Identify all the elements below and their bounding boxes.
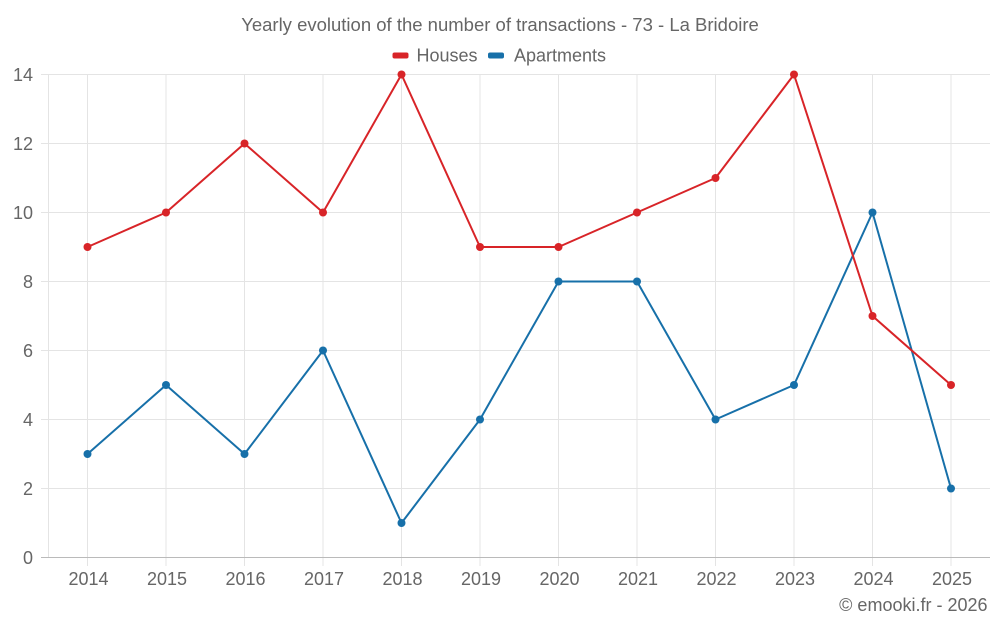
svg-text:2020: 2020 <box>539 569 579 589</box>
svg-text:2022: 2022 <box>696 569 736 589</box>
svg-text:2: 2 <box>23 479 33 499</box>
svg-text:2014: 2014 <box>68 569 108 589</box>
svg-text:2021: 2021 <box>618 569 658 589</box>
svg-text:2019: 2019 <box>461 569 501 589</box>
svg-text:Yearly evolution of the number: Yearly evolution of the number of transa… <box>241 14 759 35</box>
svg-text:12: 12 <box>13 134 33 154</box>
svg-text:2018: 2018 <box>382 569 422 589</box>
svg-text:2016: 2016 <box>225 569 265 589</box>
svg-text:10: 10 <box>13 203 33 223</box>
svg-text:0: 0 <box>23 548 33 568</box>
svg-text:2023: 2023 <box>775 569 815 589</box>
svg-text:14: 14 <box>13 65 33 85</box>
svg-text:4: 4 <box>23 410 33 430</box>
svg-text:6: 6 <box>23 341 33 361</box>
svg-text:2024: 2024 <box>853 569 893 589</box>
svg-text:© emooki.fr - 2026: © emooki.fr - 2026 <box>839 595 987 615</box>
svg-text:2015: 2015 <box>147 569 187 589</box>
svg-text:Houses: Houses <box>417 46 478 66</box>
svg-text:2017: 2017 <box>304 569 344 589</box>
svg-text:2025: 2025 <box>932 569 972 589</box>
svg-text:8: 8 <box>23 272 33 292</box>
svg-text:Apartments: Apartments <box>514 46 606 66</box>
